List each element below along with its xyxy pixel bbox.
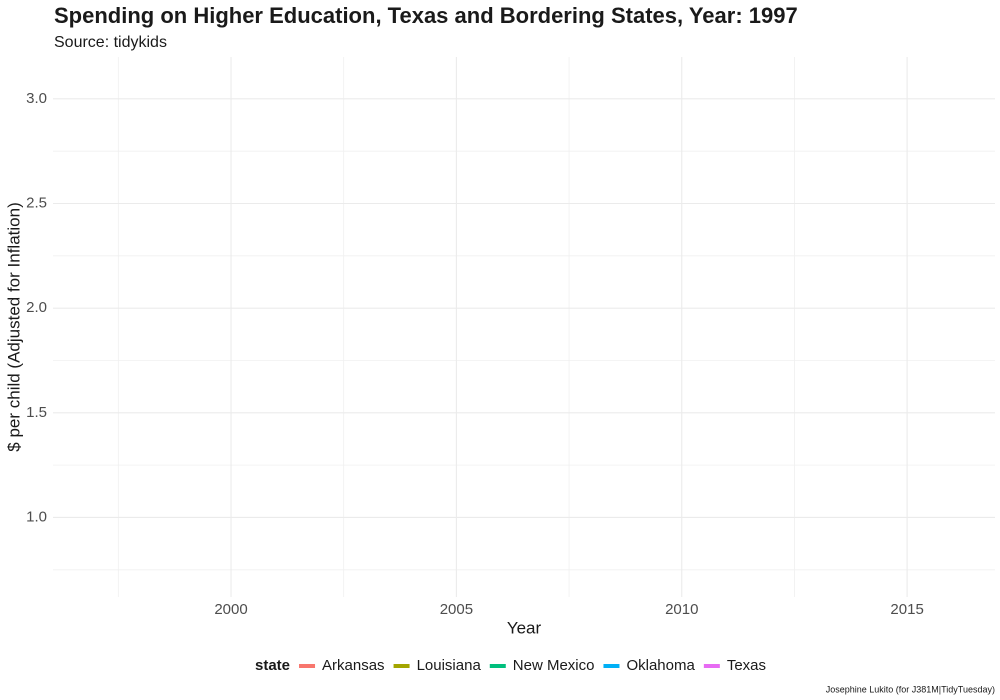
legend-label: New Mexico: [513, 657, 595, 674]
grid: [53, 57, 995, 597]
caption: Josephine Lukito (for J381M|TidyTuesday): [826, 684, 995, 694]
y-tick-label: 1.0: [26, 508, 47, 525]
y-tick-label: 2.5: [26, 194, 47, 211]
legend-label: Oklahoma: [626, 657, 695, 674]
y-tick-label: 1.5: [26, 404, 47, 421]
x-tick-label: 2015: [890, 601, 923, 618]
y-tick-label: 3.0: [26, 90, 47, 107]
chart-subtitle: Source: tidykids: [54, 34, 167, 51]
chart-title: Spending on Higher Education, Texas and …: [54, 3, 798, 28]
legend-label: Louisiana: [417, 657, 482, 674]
x-tick-label: 2005: [440, 601, 473, 618]
y-tick-label: 2.0: [26, 299, 47, 316]
x-axis-label: Year: [507, 618, 542, 637]
legend-title: state: [255, 657, 290, 674]
x-tick-label: 2000: [214, 601, 247, 618]
legend: state Arkansas Louisiana New Mexico Oklahoma…: [255, 657, 766, 674]
legend-label: Arkansas: [322, 657, 385, 674]
y-axis-label: $ per child (Adjusted for Inflation): [4, 202, 23, 451]
legend-label: Texas: [727, 657, 766, 674]
x-tick-label: 2010: [665, 601, 698, 618]
